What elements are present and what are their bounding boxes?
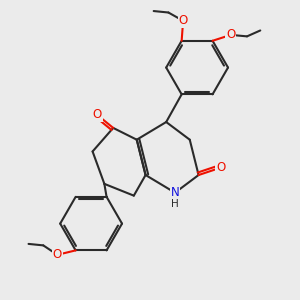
Text: O: O [92,108,102,121]
Text: N: N [171,186,179,199]
Text: O: O [178,14,188,27]
Text: O: O [226,28,236,41]
Text: O: O [53,248,62,261]
Text: O: O [216,161,225,174]
Text: H: H [171,199,179,209]
